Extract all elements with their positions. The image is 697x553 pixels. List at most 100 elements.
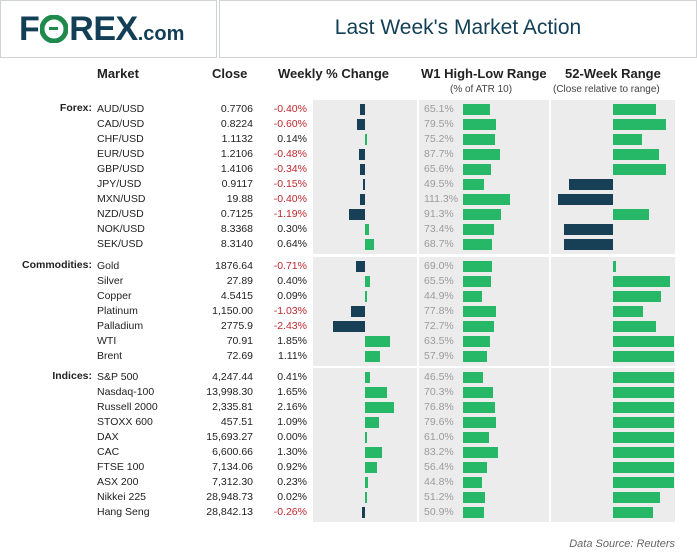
close-value: 2775.9 xyxy=(220,320,253,332)
w1-range-bar xyxy=(463,417,497,428)
52-week-range-bar xyxy=(613,432,674,443)
close-value: 19.88 xyxy=(226,193,253,205)
w1-range-value: 87.7% xyxy=(424,148,454,160)
w1-range-bar xyxy=(463,239,492,250)
market-name: Palladium xyxy=(97,320,144,332)
weekly-change-bar xyxy=(361,507,365,518)
weekly-change-value: 0.30% xyxy=(277,223,307,235)
weekly-change-value: -0.15% xyxy=(273,178,307,190)
close-value: 15,693.27 xyxy=(206,431,253,443)
w1-range-value: 76.8% xyxy=(424,401,454,413)
w1-range-value: 69.0% xyxy=(424,260,454,272)
52-week-range-bar xyxy=(563,224,613,235)
weekly-change-value: -0.26% xyxy=(273,506,307,518)
close-value: 2,335.81 xyxy=(212,401,253,413)
52-week-range-bar xyxy=(613,507,653,518)
w1-range-value: 65.1% xyxy=(424,103,454,115)
col-subheader-52-week-range: (Close relative to range) xyxy=(553,84,660,95)
weekly-change-bar xyxy=(365,492,367,503)
section-label: Indices: xyxy=(52,370,92,382)
weekly-change-bar xyxy=(365,462,378,473)
weekly-change-panel xyxy=(313,257,417,366)
weekly-change-bar xyxy=(365,276,371,287)
w1-range-value: 46.5% xyxy=(424,371,454,383)
weekly-change-value: 0.41% xyxy=(277,371,307,383)
w1-range-bar xyxy=(463,507,485,518)
w1-range-value: 65.6% xyxy=(424,163,454,175)
market-name: Nasdaq-100 xyxy=(97,386,155,398)
52-week-range-bar xyxy=(613,321,657,332)
close-value: 8.3140 xyxy=(220,238,253,250)
page-title: Last Week's Market Action xyxy=(334,16,582,39)
weekly-change-bar xyxy=(351,306,365,317)
52-week-range-bar xyxy=(613,276,670,287)
52-week-range-bar xyxy=(613,149,659,160)
col-header-close: Close xyxy=(212,66,248,81)
weekly-change-bar xyxy=(365,239,374,250)
w1-range-bar xyxy=(463,104,491,115)
close-value: 4,247.44 xyxy=(212,371,253,383)
w1-range-bar xyxy=(463,306,496,317)
weekly-change-bar xyxy=(365,336,390,347)
close-value: 1.1132 xyxy=(221,133,253,145)
weekly-change-bar xyxy=(359,104,365,115)
market-name: GBP/USD xyxy=(97,163,145,175)
weekly-change-bar xyxy=(365,224,369,235)
w1-range-bar xyxy=(463,462,487,473)
market-name: AUD/USD xyxy=(97,103,145,115)
col-header-market: Market xyxy=(97,66,139,81)
52-week-range-bar xyxy=(613,134,642,145)
close-value: 1.4106 xyxy=(220,163,253,175)
weekly-change-bar xyxy=(365,417,380,428)
market-name: Russell 2000 xyxy=(97,401,158,413)
52-week-range-bar xyxy=(613,291,661,302)
w1-range-value: 111.3% xyxy=(424,193,459,205)
w1-range-bar xyxy=(463,134,495,145)
w1-range-value: 57.9% xyxy=(424,350,454,362)
weekly-change-bar xyxy=(359,194,365,205)
w1-range-bar xyxy=(463,402,496,413)
close-value: 70.91 xyxy=(226,335,253,347)
w1-range-value: 61.0% xyxy=(424,431,454,443)
weekly-change-value: -1.19% xyxy=(273,208,307,220)
weekly-change-bar xyxy=(365,402,394,413)
weekly-change-bar xyxy=(363,179,365,190)
market-name: FTSE 100 xyxy=(97,461,145,473)
weekly-change-bar xyxy=(358,149,365,160)
market-name: CAD/USD xyxy=(97,118,145,130)
market-name: Nikkei 225 xyxy=(97,491,147,503)
market-name: SEK/USD xyxy=(97,238,144,250)
weekly-change-bar xyxy=(365,447,383,458)
weekly-change-bar xyxy=(355,261,365,272)
52-week-range-bar xyxy=(613,387,674,398)
w1-range-bar xyxy=(463,336,490,347)
w1-range-value: 44.8% xyxy=(424,476,454,488)
market-name: ASX 200 xyxy=(97,476,139,488)
weekly-change-value: 0.09% xyxy=(277,290,307,302)
market-name: Gold xyxy=(97,260,120,272)
52-week-range-bar xyxy=(613,372,674,383)
weekly-change-bar xyxy=(360,164,365,175)
forex-logo[interactable]: F REX.com xyxy=(19,9,184,54)
weekly-change-bar xyxy=(365,291,367,302)
weekly-change-bar xyxy=(349,209,365,220)
w1-range-bar xyxy=(463,492,485,503)
52-week-range-bar xyxy=(613,492,661,503)
market-name: EUR/USD xyxy=(97,148,145,160)
w1-range-bar xyxy=(463,477,482,488)
w1-range-bar xyxy=(463,194,510,205)
close-value: 7,312.30 xyxy=(212,476,253,488)
weekly-change-value: 2.16% xyxy=(277,401,307,413)
close-value: 28,842.13 xyxy=(206,506,253,518)
52-week-range-bar xyxy=(568,179,613,190)
w1-range-bar xyxy=(463,351,488,362)
close-value: 27.89 xyxy=(226,275,253,287)
w1-range-value: 68.7% xyxy=(424,238,454,250)
52-week-range-bar xyxy=(613,447,674,458)
w1-range-bar xyxy=(463,119,497,130)
w1-range-bar xyxy=(463,179,484,190)
col-subheader-w1-range: (% of ATR 10) xyxy=(450,84,513,95)
market-name: DAX xyxy=(97,431,119,443)
weekly-change-bar xyxy=(365,387,387,398)
weekly-change-value: -0.71% xyxy=(273,260,307,272)
